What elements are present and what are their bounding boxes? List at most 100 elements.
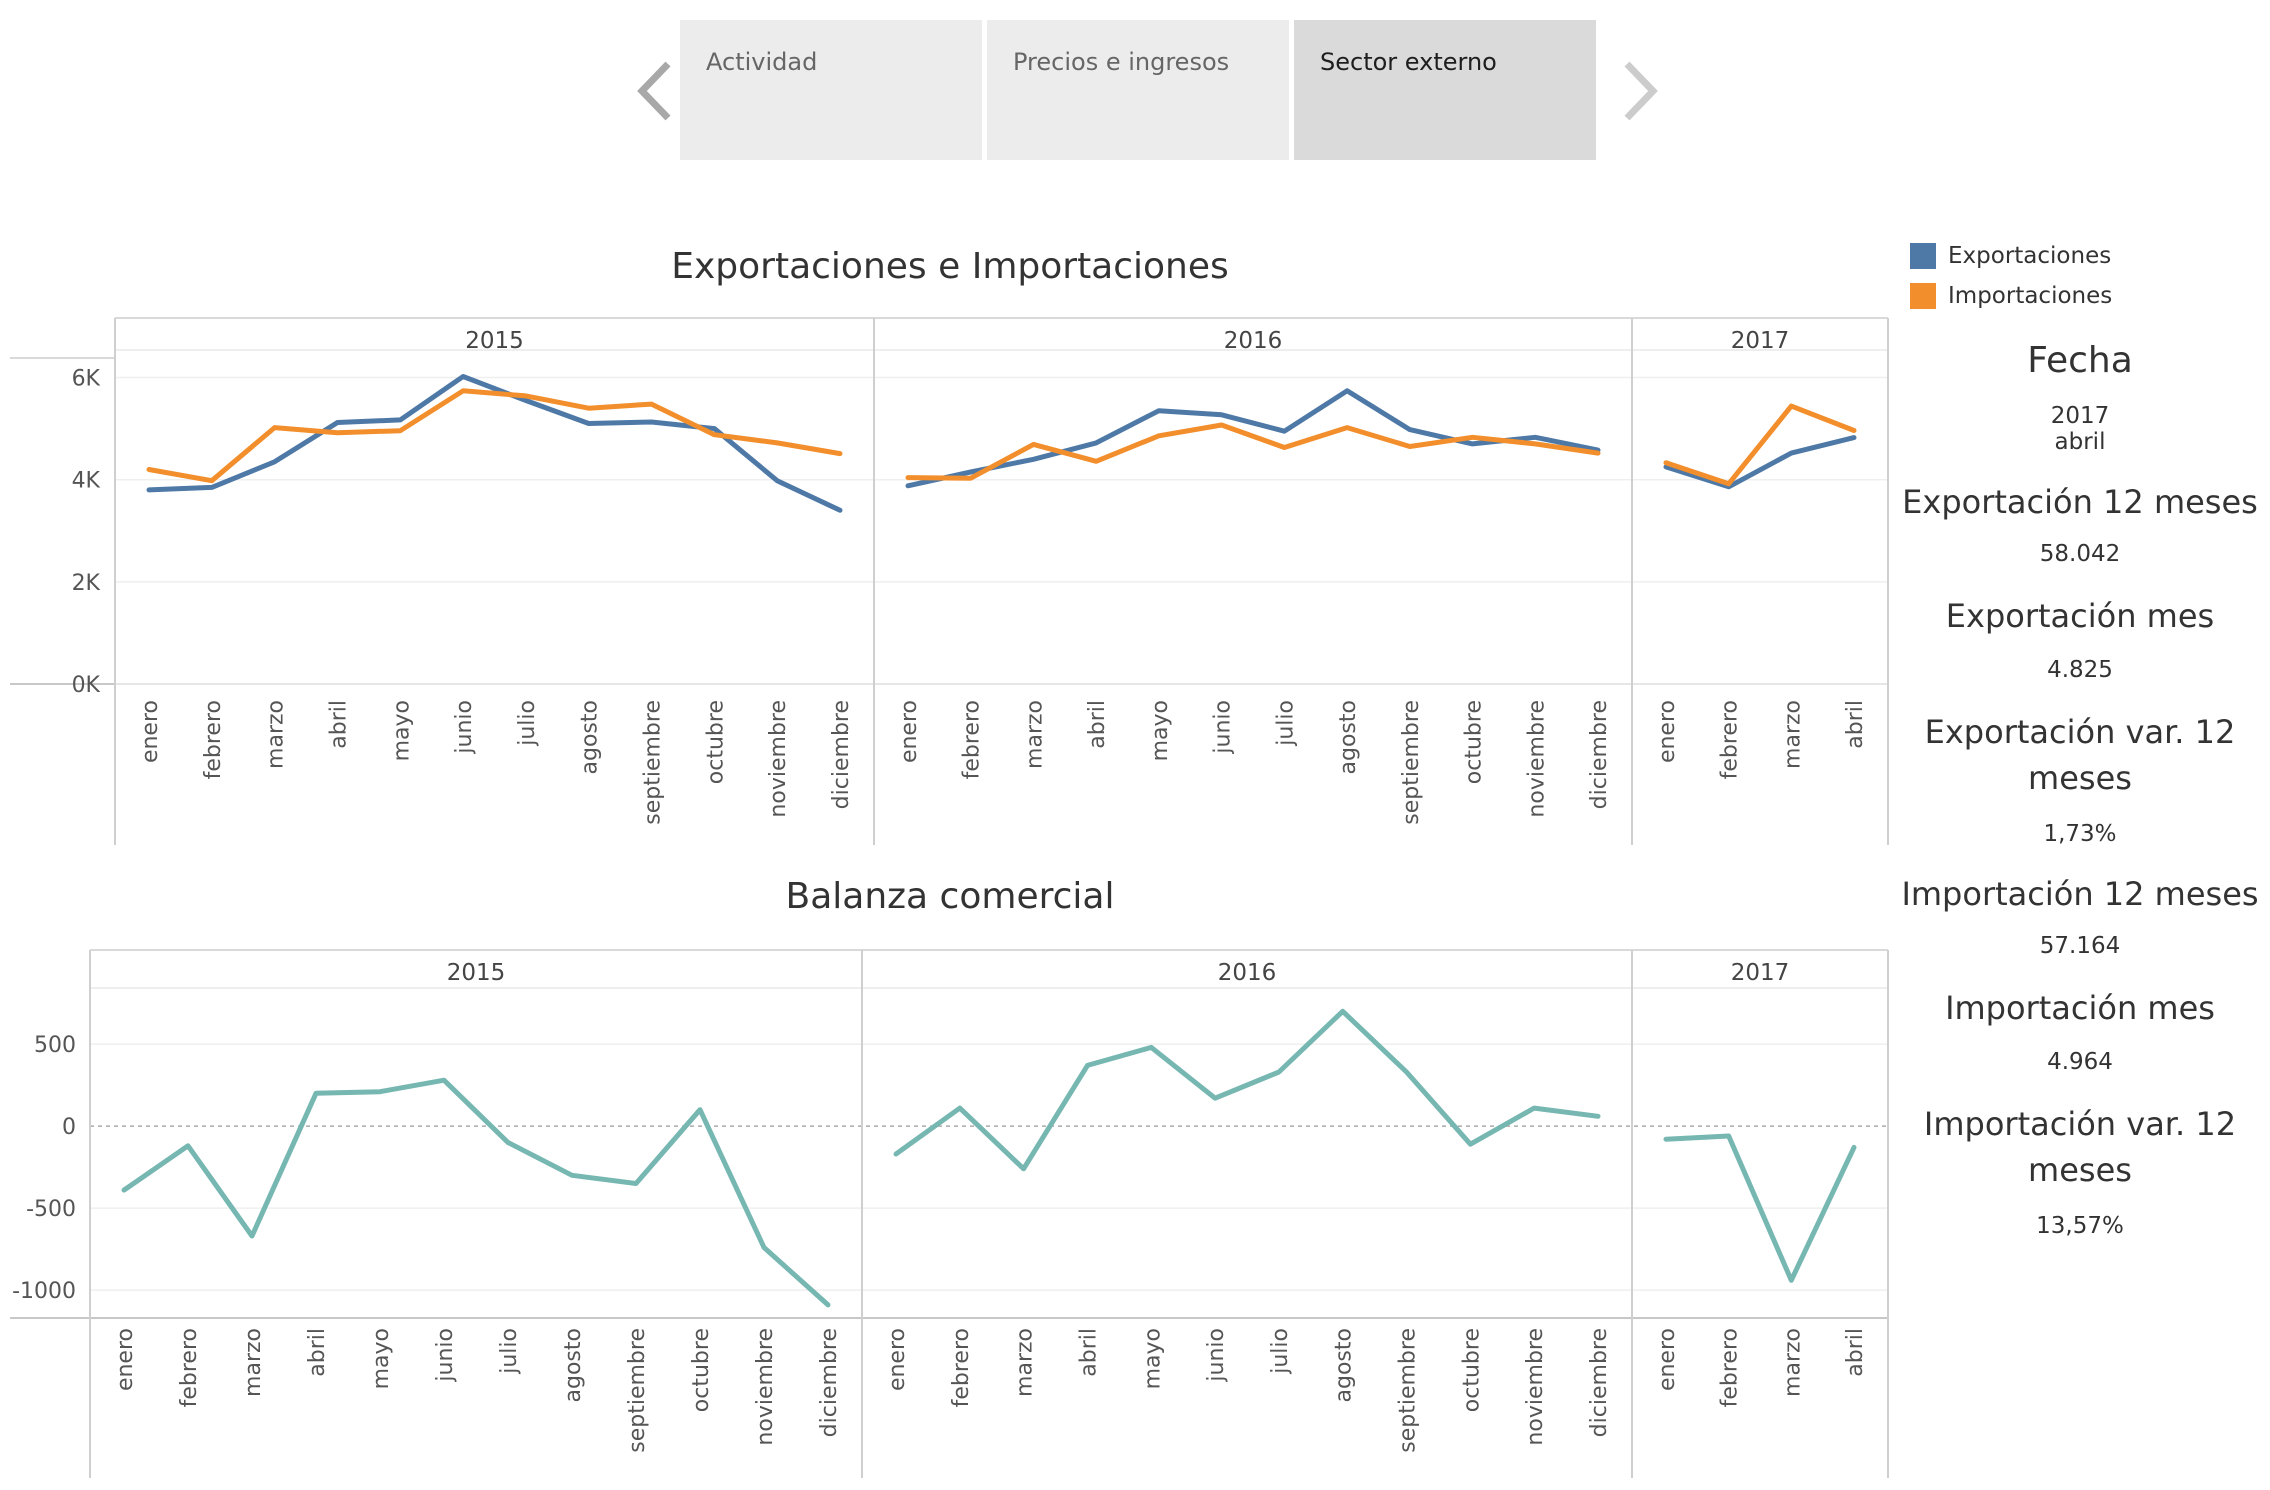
y-tick-label: 500: [34, 1033, 76, 1058]
x-tick-label: julio: [1268, 1328, 1293, 1375]
series-line-balanza-2016: [893, 1008, 1601, 1172]
legend-item-importaciones[interactable]: Importaciones: [1910, 276, 2112, 316]
x-tick-label: enero: [113, 1328, 138, 1391]
x-tick-label: marzo: [264, 700, 289, 769]
x-tick-label: marzo: [1022, 700, 1047, 769]
x-tick-label: septiembre: [1396, 1328, 1421, 1453]
impmes-title: Importación mes: [1945, 989, 2215, 1027]
x-tick-label: mayo: [1140, 1328, 1165, 1389]
x-tick-label: marzo: [1013, 1328, 1038, 1397]
x-tick-label: diciembre: [829, 700, 854, 809]
summary-panel: Fecha 2017 abril Exportación 12 meses 58…: [1895, 330, 2265, 1239]
expvar-value: 1,73%: [2043, 821, 2117, 847]
x-tick-label: julio: [1273, 700, 1298, 747]
x-tick-label: noviembre: [1524, 700, 1549, 818]
tab-actividad[interactable]: Actividad: [680, 20, 982, 160]
chevron-left-icon: [637, 61, 671, 121]
x-tick-label: octubre: [1462, 700, 1487, 784]
y-tick-label: 2K: [72, 571, 101, 596]
next-button[interactable]: [1605, 56, 1665, 126]
panel-year-label: 2015: [465, 328, 524, 354]
tab-label: Precios e ingresos: [1013, 48, 1230, 76]
x-tick-label: febrero: [1718, 1328, 1743, 1407]
x-tick-label: enero: [897, 700, 922, 763]
legend-swatch: [1910, 283, 1936, 309]
panel-year-label: 2017: [1731, 328, 1790, 354]
series-line-importaciones-2015: [146, 388, 843, 484]
x-tick-label: septiembre: [641, 700, 666, 825]
expvar-title: Exportación var. 12 meses: [1924, 713, 2236, 797]
legend-label: Importaciones: [1948, 283, 2113, 309]
x-tick-label: febrero: [1718, 700, 1743, 779]
x-tick-label: julio: [497, 1328, 522, 1375]
imp12-value: 57.164: [2039, 933, 2121, 959]
panel-year-label: 2017: [1731, 960, 1790, 986]
impvar-value: 13,57%: [2036, 1213, 2124, 1239]
series-line-balanza-2015: [121, 1077, 831, 1308]
x-tick-label: febrero: [177, 1328, 202, 1407]
x-tick-label: mayo: [1148, 700, 1173, 761]
x-tick-label: noviembre: [753, 1328, 778, 1446]
x-tick-label: diciembre: [817, 1328, 842, 1437]
x-tick-label: noviembre: [1523, 1328, 1548, 1446]
x-tick-label: junio: [1204, 1328, 1229, 1383]
legend-swatch: [1910, 243, 1936, 269]
expmes-value: 4.825: [2047, 657, 2113, 683]
x-tick-label: febrero: [949, 1328, 974, 1407]
x-tick-label: enero: [1655, 1328, 1680, 1391]
x-tick-label: mayo: [389, 700, 414, 761]
impvar-title: Importación var. 12 meses: [1923, 1105, 2237, 1189]
x-tick-label: diciembre: [1587, 700, 1612, 809]
x-tick-label: junio: [433, 1328, 458, 1383]
y-tick-label: 0: [62, 1115, 76, 1140]
x-tick-label: septiembre: [625, 1328, 650, 1453]
exp12-title: Exportación 12 meses: [1902, 483, 2258, 521]
x-tick-label: abril: [305, 1328, 330, 1377]
prev-button[interactable]: [630, 56, 690, 126]
series-line-importaciones-2016: [905, 422, 1601, 481]
panel-year-label: 2016: [1218, 960, 1277, 986]
panel-year-label: 2015: [447, 960, 506, 986]
x-tick-label: abril: [1843, 1328, 1868, 1377]
y-tick-label: -500: [26, 1197, 76, 1222]
chevron-right-icon: [1624, 61, 1658, 121]
panel-year-label: 2016: [1224, 328, 1283, 354]
x-tick-label: abril: [1843, 700, 1868, 749]
x-tick-label: octubre: [689, 1328, 714, 1412]
x-tick-label: agosto: [578, 700, 603, 774]
x-tick-label: septiembre: [1399, 700, 1424, 825]
legend-item-exportaciones[interactable]: Exportaciones: [1910, 236, 2112, 276]
series-line-exportaciones-2016: [905, 388, 1601, 489]
x-tick-label: abril: [1076, 1328, 1101, 1377]
exp12-value: 58.042: [2039, 541, 2121, 567]
series-line-exportaciones-2017: [1663, 435, 1857, 490]
tab-sector-externo[interactable]: Sector externo: [1294, 20, 1596, 160]
x-tick-label: enero: [885, 1328, 910, 1391]
series-line-importaciones-2017: [1663, 403, 1857, 487]
x-tick-label: junio: [452, 700, 477, 755]
y-tick-label: 6K: [72, 367, 101, 392]
x-tick-label: junio: [1211, 700, 1236, 755]
legend-label: Exportaciones: [1948, 243, 2112, 269]
imp12-title: Importación 12 meses: [1901, 875, 2259, 913]
tab-precios-e-ingresos[interactable]: Precios e ingresos: [987, 20, 1289, 160]
series-line-balanza-2017: [1663, 1133, 1857, 1283]
chart-title-trade-balance: Balanza comercial: [785, 876, 1115, 917]
x-tick-label: febrero: [201, 700, 226, 779]
x-tick-label: diciembre: [1587, 1328, 1612, 1437]
y-tick-label: 4K: [72, 469, 101, 494]
chart-title-exports-imports: Exportaciones e Importaciones: [671, 246, 1229, 287]
legend: Exportaciones Importaciones: [1910, 236, 2112, 316]
x-tick-label: marzo: [241, 1328, 266, 1397]
x-tick-label: marzo: [1780, 1328, 1805, 1397]
x-tick-label: abril: [326, 700, 351, 749]
impmes-value: 4.964: [2047, 1049, 2113, 1075]
x-tick-label: agosto: [1332, 1328, 1357, 1402]
x-tick-label: enero: [1655, 700, 1680, 763]
x-tick-label: agosto: [1336, 700, 1361, 774]
y-tick-label: 0K: [72, 673, 101, 698]
x-tick-label: abril: [1085, 700, 1110, 749]
fecha-year: 2017: [2050, 403, 2110, 429]
x-tick-label: febrero: [960, 700, 985, 779]
